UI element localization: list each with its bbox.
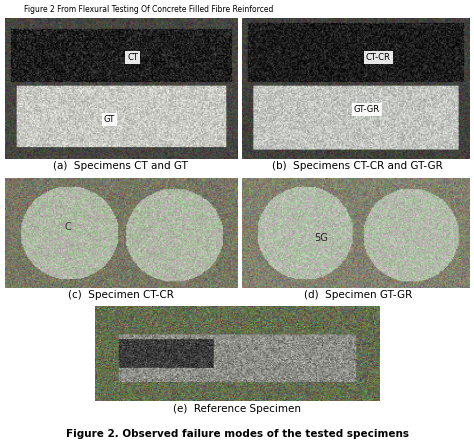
Text: C: C	[64, 222, 71, 232]
Text: GT-GR: GT-GR	[354, 105, 380, 114]
Text: (d)  Specimen GT-GR: (d) Specimen GT-GR	[304, 290, 412, 300]
Text: (c)  Specimen CT-CR: (c) Specimen CT-CR	[68, 290, 174, 300]
Text: Figure 2. Observed failure modes of the tested specimens: Figure 2. Observed failure modes of the …	[65, 429, 409, 439]
Text: (a)  Specimens CT and GT: (a) Specimens CT and GT	[54, 161, 188, 172]
Text: GT: GT	[104, 115, 115, 124]
Text: 5G: 5G	[314, 233, 328, 243]
Text: CT-CR: CT-CR	[366, 53, 391, 62]
Text: (e)  Reference Specimen: (e) Reference Specimen	[173, 404, 301, 414]
Text: CT: CT	[127, 53, 138, 62]
Text: Figure 2 From Flexural Testing Of Concrete Filled Fibre Reinforced: Figure 2 From Flexural Testing Of Concre…	[24, 5, 273, 14]
Text: (b)  Specimens CT-CR and GT-GR: (b) Specimens CT-CR and GT-GR	[273, 161, 443, 172]
